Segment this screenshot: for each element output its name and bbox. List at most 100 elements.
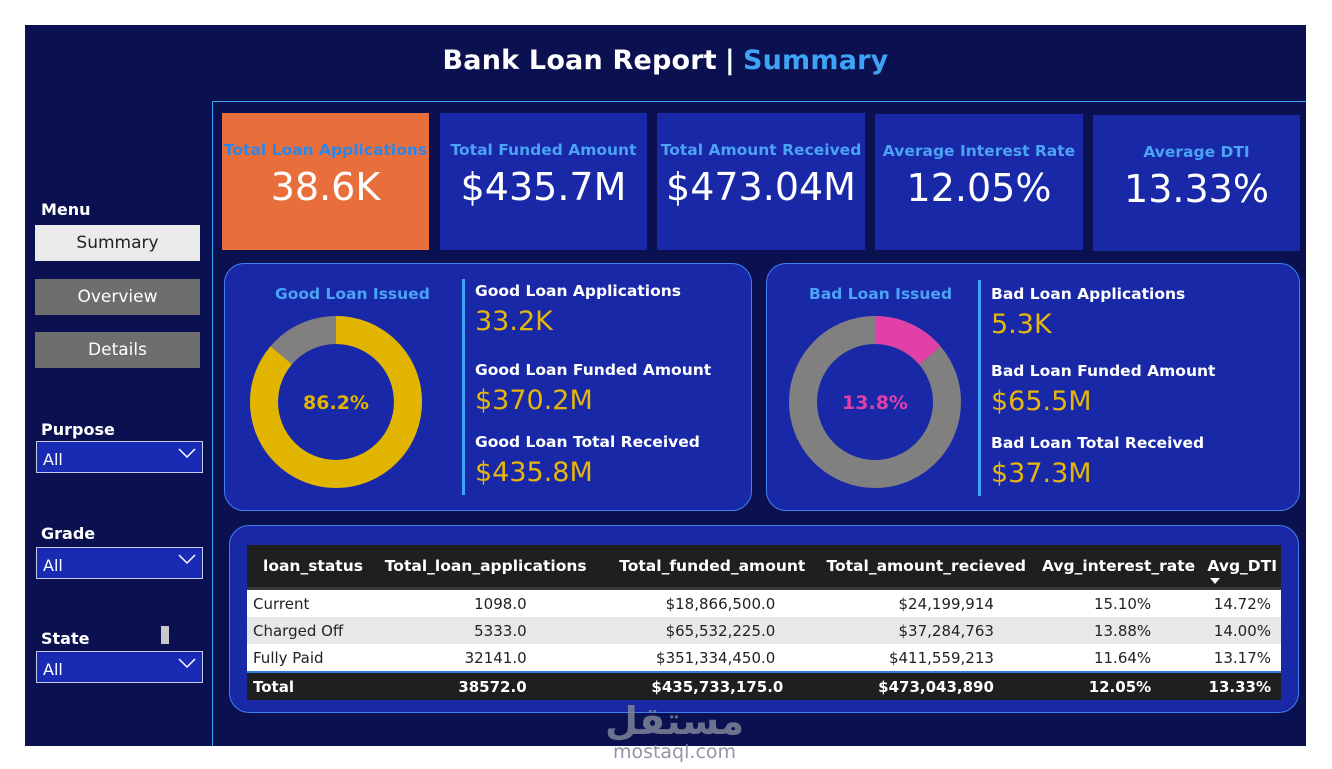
column-header-loan-status[interactable]: loan_status (247, 545, 379, 590)
cell-status: Charged Off (247, 617, 379, 644)
bad-loan-donut-chart[interactable]: 13.8% (788, 315, 962, 489)
total-label: Total (247, 672, 379, 700)
sort-descending-icon (1210, 578, 1221, 584)
donut-center-label: 13.8% (842, 392, 908, 414)
cell-interest: 11.64% (1035, 644, 1202, 673)
table-row[interactable]: Fully Paid 32141.0 $351,334,450.0 $411,5… (247, 644, 1281, 673)
donut-good-segment (250, 316, 422, 488)
state-dropdown[interactable]: All (36, 651, 203, 683)
cell-received: $24,199,914 (815, 588, 1036, 617)
cell-applications: 32141.0 (378, 644, 597, 673)
metric-label: Bad Loan Applications (991, 285, 1186, 303)
cell-funded: $18,866,500.0 (596, 588, 816, 617)
chevron-down-icon (178, 658, 196, 669)
watermark-url: mostaql.com (612, 741, 737, 763)
column-header-dti[interactable]: Avg_DTI (1201, 545, 1281, 590)
cell-applications: 1098.0 (378, 588, 597, 617)
cell-received: $37,284,763 (815, 617, 1036, 644)
kpi-card-interest-rate[interactable]: Average Interest Rate 12.05% (875, 114, 1083, 250)
kpi-label: Total Amount Received (660, 141, 862, 159)
cell-dti: 13.17% (1201, 644, 1281, 673)
metric-value: $37.3M (991, 458, 1092, 489)
metric-value: 33.2K (475, 306, 553, 337)
metric-good-funded: Good Loan Funded Amount $370.2M (475, 351, 745, 423)
metric-value: 5.3K (991, 309, 1052, 340)
loan-status-table: loan_status Total_loan_applications Tota… (247, 545, 1281, 700)
donut-bad-segment (789, 316, 961, 488)
nav-overview-button[interactable]: Overview (35, 279, 200, 315)
cell-dti: 14.72% (1201, 588, 1281, 617)
grade-value: All (43, 556, 63, 575)
loan-status-table-card: loan_status Total_loan_applications Tota… (229, 525, 1299, 713)
metric-value: $370.2M (475, 385, 593, 416)
metric-good-applications: Good Loan Applications 33.2K (475, 279, 745, 351)
purpose-label: Purpose (41, 420, 115, 439)
cell-funded: $351,334,450.0 (596, 644, 816, 673)
dashboard-frame: Bank Loan Report | Summary Menu Summary Ov… (25, 25, 1306, 763)
metric-bad-applications: Bad Loan Applications 5.3K (991, 280, 1291, 352)
good-loan-donut-chart[interactable]: 86.2% (249, 315, 423, 489)
table-total-row: Total 38572.0 $435,733,175.0 $473,043,89… (247, 672, 1281, 700)
column-header-funded[interactable]: Total_funded_amount (596, 545, 816, 590)
kpi-value: 38.6K (270, 165, 381, 209)
cell-interest: 15.10% (1035, 588, 1202, 617)
metric-label: Good Loan Funded Amount (475, 361, 712, 379)
nav-details-button[interactable]: Details (35, 332, 200, 368)
column-header-received[interactable]: Total_amount_recieved (815, 545, 1036, 590)
metric-label: Bad Loan Funded Amount (991, 362, 1216, 380)
column-header-interest[interactable]: Avg_interest_rate (1035, 545, 1202, 590)
bad-loan-metrics: Bad Loan Applications 5.3K Bad Loan Fund… (978, 280, 1291, 496)
metric-good-received: Good Loan Total Received $435.8M (475, 423, 745, 495)
cell-applications: 5333.0 (378, 617, 597, 644)
kpi-label: Total Loan Applications (223, 141, 428, 159)
kpi-card-total-applications[interactable]: Total Loan Applications 38.6K (222, 113, 429, 250)
cell-dti: 14.00% (1201, 617, 1281, 644)
purpose-dropdown[interactable]: All (36, 441, 203, 473)
bad-loan-title: Bad Loan Issued (809, 285, 953, 303)
total-interest: 12.05% (1035, 672, 1202, 700)
watermark: مستقل mostaql.com (605, 701, 744, 763)
kpi-card-avg-dti[interactable]: Average DTI 13.33% (1093, 115, 1300, 251)
watermark-brand: مستقل (605, 699, 744, 743)
cell-received: $411,559,213 (815, 644, 1036, 673)
good-loan-metrics: Good Loan Applications 33.2K Good Loan F… (462, 279, 745, 495)
state-scroll-handle[interactable] (161, 626, 169, 644)
title-main: Bank Loan Report (442, 45, 717, 76)
state-label: State (41, 629, 90, 648)
total-funded: $435,733,175.0 (596, 672, 816, 700)
page-title: Bank Loan Report | Summary (25, 45, 1306, 76)
kpi-card-amount-received[interactable]: Total Amount Received $473.04M (657, 113, 865, 250)
table-header-row: loan_status Total_loan_applications Tota… (247, 545, 1281, 590)
cell-status: Fully Paid (247, 644, 379, 673)
menu-label: Menu (41, 200, 91, 219)
table-row[interactable]: Current 1098.0 $18,866,500.0 $24,199,914… (247, 588, 1281, 617)
kpi-label: Average Interest Rate (882, 142, 1076, 160)
metric-label: Good Loan Applications (475, 282, 682, 300)
cell-funded: $65,532,225.0 (596, 617, 816, 644)
chevron-down-icon (178, 448, 196, 459)
purpose-value: All (43, 450, 63, 469)
metric-value: $65.5M (991, 386, 1092, 417)
kpi-value: 12.05% (906, 166, 1052, 210)
metric-label: Good Loan Total Received (475, 433, 700, 451)
kpi-value: $435.7M (460, 165, 627, 209)
table-row[interactable]: Charged Off 5333.0 $65,532,225.0 $37,284… (247, 617, 1281, 644)
cell-status: Current (247, 588, 379, 617)
kpi-value: 13.33% (1124, 167, 1269, 211)
kpi-card-funded-amount[interactable]: Total Funded Amount $435.7M (440, 113, 647, 250)
chevron-down-icon (178, 554, 196, 565)
metric-bad-received: Bad Loan Total Received $37.3M (991, 424, 1291, 496)
grade-label: Grade (41, 524, 96, 543)
title-separator: | (724, 45, 735, 76)
state-value: All (43, 660, 63, 679)
column-header-applications[interactable]: Total_loan_applications (378, 545, 597, 590)
title-accent: Summary (742, 45, 889, 76)
column-header-dti-label: Avg_DTI (1207, 557, 1277, 575)
cell-interest: 13.88% (1035, 617, 1202, 644)
grade-dropdown[interactable]: All (36, 547, 203, 579)
total-applications: 38572.0 (378, 672, 597, 700)
total-dti: 13.33% (1201, 672, 1281, 700)
nav-summary-button[interactable]: Summary (35, 225, 200, 261)
kpi-value: $473.04M (666, 165, 856, 209)
good-loan-title: Good Loan Issued (275, 285, 430, 303)
